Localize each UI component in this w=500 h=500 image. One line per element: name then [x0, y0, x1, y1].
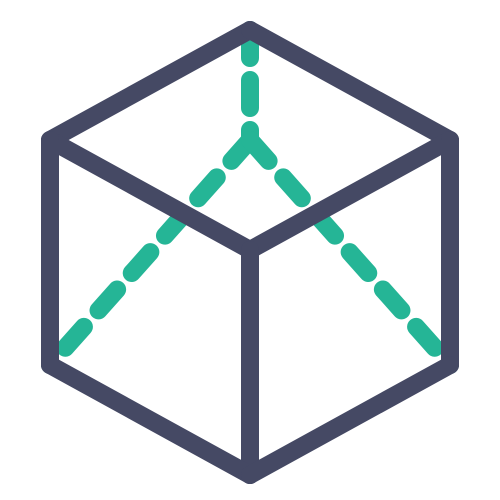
cube-icon [0, 0, 500, 500]
cube-edge [50, 140, 250, 365]
cube-edge [250, 140, 450, 250]
cube-edge [50, 30, 250, 140]
cube-edge [250, 30, 450, 140]
cube-edge [250, 140, 450, 365]
cube-edge [250, 365, 450, 475]
cube-edge [50, 140, 250, 250]
cube-edge [50, 365, 250, 475]
